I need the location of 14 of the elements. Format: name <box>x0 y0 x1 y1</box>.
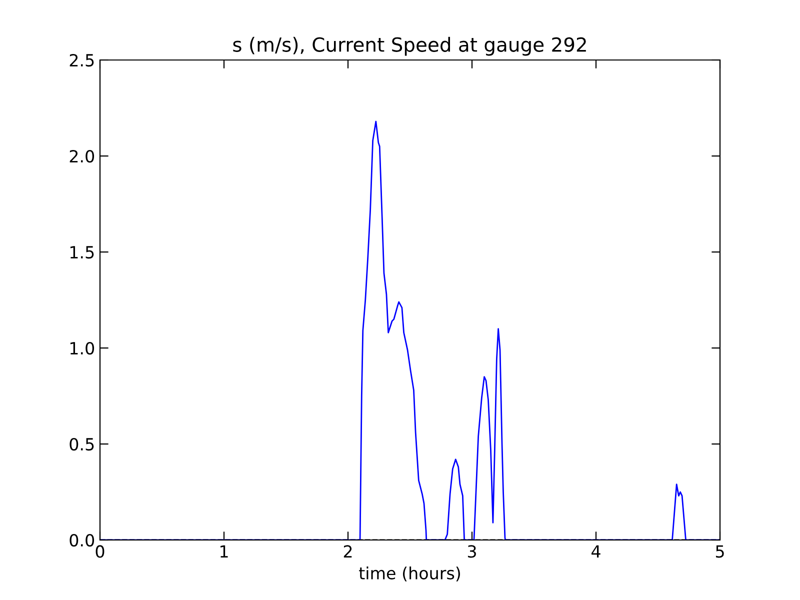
y-tick-label: 0.0 <box>70 534 94 547</box>
x-tick-label: 0 <box>96 545 104 558</box>
x-axis-title: time (hours) <box>359 566 460 582</box>
x-tick-label: 5 <box>716 545 724 558</box>
y-tick-label: 1.0 <box>70 342 94 355</box>
x-tick-label: 2 <box>344 545 352 558</box>
y-tick-label: 1.5 <box>70 246 94 259</box>
x-tick-label: 1 <box>220 545 228 558</box>
x-tick-label: 4 <box>592 545 600 558</box>
y-tick-label: 0.5 <box>70 438 94 451</box>
y-tick-label: 2.0 <box>70 150 94 163</box>
chart-title: s (m/s), Current Speed at gauge 292 <box>233 36 586 56</box>
y-tick-label: 2.5 <box>70 54 94 67</box>
x-tick-label: 3 <box>468 545 476 558</box>
